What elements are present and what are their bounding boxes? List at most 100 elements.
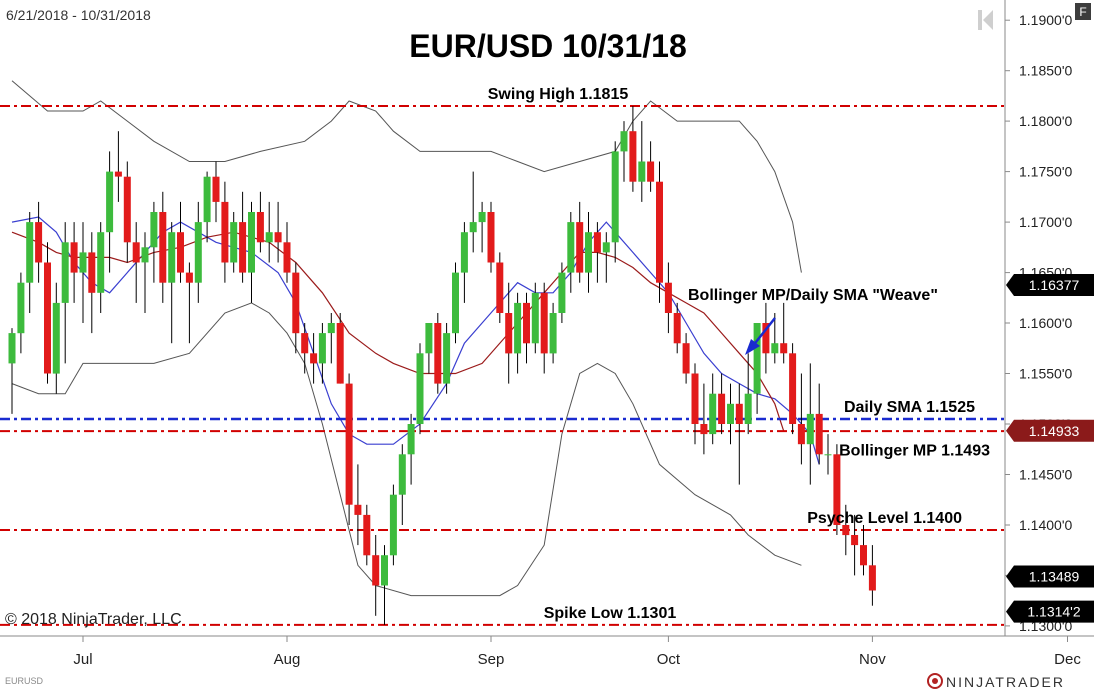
candle xyxy=(700,383,708,455)
candle xyxy=(318,323,326,384)
candle-body-down xyxy=(523,302,530,344)
candle-body-up xyxy=(638,161,646,182)
candle xyxy=(123,161,131,263)
copyright-label: © 2018 NinjaTrader, LLC xyxy=(5,611,182,628)
candle xyxy=(815,383,823,465)
candle-body-up xyxy=(452,272,459,334)
price-tags-layer: 1.16377 1.14933 1.13489 1.1314'2 xyxy=(1006,274,1094,623)
candle-body-down xyxy=(505,313,513,354)
candle xyxy=(389,484,397,566)
f-button[interactable]: F xyxy=(1075,3,1091,20)
candle-body-down xyxy=(860,545,867,566)
candle xyxy=(150,201,158,283)
candle xyxy=(531,282,539,354)
candle xyxy=(212,161,220,223)
price-tag-text: 1.1314'2 xyxy=(1027,604,1080,620)
candle-body-up xyxy=(106,171,114,233)
price-tag-text: 1.13489 xyxy=(1029,569,1080,585)
candle-body-down xyxy=(664,282,672,313)
price-tag-box xyxy=(1006,419,1094,442)
price-tick-label: 1.1750'0 xyxy=(1019,164,1072,180)
price-tick-label: 1.1600'0 xyxy=(1019,315,1072,331)
candle-body-up xyxy=(806,413,814,445)
candle xyxy=(88,232,96,334)
weave-arrow-icon xyxy=(745,317,776,355)
candle xyxy=(780,302,788,364)
candle xyxy=(8,328,16,414)
candle-body-up xyxy=(567,222,575,273)
candle xyxy=(52,282,60,394)
time-tick-label: Nov xyxy=(859,651,886,668)
candle-body-up xyxy=(79,252,87,273)
candle-body-up xyxy=(141,247,149,263)
candle xyxy=(727,383,734,445)
candle xyxy=(496,252,504,323)
candle-body-down xyxy=(868,565,876,591)
bollinger-mp-tag: 1.14933 xyxy=(1006,419,1094,442)
candle xyxy=(248,201,255,303)
candle-body-up xyxy=(602,242,610,253)
candle-body-up xyxy=(327,323,335,334)
candle-body-up xyxy=(230,222,238,263)
candle xyxy=(673,302,681,354)
price-tick-label: 1.1800'0 xyxy=(1019,113,1072,129)
candle-body-up xyxy=(469,222,477,233)
candle-body-down xyxy=(132,242,140,263)
candle-body-up xyxy=(611,151,619,243)
candle xyxy=(842,504,850,556)
candle xyxy=(576,201,584,283)
candle xyxy=(381,545,388,625)
candle-body-up xyxy=(744,393,752,424)
candle-body-down xyxy=(88,252,96,293)
candle-body-up xyxy=(203,176,211,223)
candle-body-down xyxy=(576,222,584,273)
candle xyxy=(567,212,575,293)
skip-back-icon[interactable] xyxy=(978,10,993,30)
candle xyxy=(256,191,264,253)
candle-body-up xyxy=(17,282,25,334)
candle-body-down xyxy=(540,292,548,354)
time-tick-label: Sep xyxy=(478,651,505,668)
candle-body-down xyxy=(345,383,353,505)
candle xyxy=(265,201,273,263)
candle xyxy=(771,313,779,364)
candle-body-down xyxy=(487,212,495,263)
candle-body-down xyxy=(35,222,43,263)
candle-body-down xyxy=(718,393,726,424)
candle-body-up xyxy=(416,353,424,424)
candle xyxy=(629,106,637,192)
candle xyxy=(168,222,176,344)
candle xyxy=(301,323,309,374)
time-axis[interactable]: Jul Aug Sep Oct Nov Dec xyxy=(73,636,1081,668)
candle-body-down xyxy=(833,454,841,525)
candle xyxy=(159,191,167,303)
candle-body-down xyxy=(274,232,282,243)
candle xyxy=(132,222,140,303)
candle xyxy=(274,201,282,263)
candle xyxy=(194,201,202,303)
candle-body-down xyxy=(780,343,788,354)
candle-body-down xyxy=(301,333,309,354)
candle xyxy=(682,333,690,384)
candle-body-up xyxy=(585,232,592,273)
candle xyxy=(336,313,344,384)
bollinger-mp-label: Bollinger MP 1.1493 xyxy=(839,442,990,459)
candle xyxy=(114,131,122,202)
price-tick-label: 1.1900'0 xyxy=(1019,12,1072,28)
candle xyxy=(753,323,761,414)
candle-body-down xyxy=(177,232,184,273)
candle-body-up xyxy=(407,424,415,455)
candle xyxy=(833,444,841,535)
candlestick-series xyxy=(8,106,876,625)
candle xyxy=(452,262,459,344)
bollinger-upper-band xyxy=(11,80,802,273)
price-axis[interactable]: 1.1300'01.1350'01.1400'01.1450'01.1500'0… xyxy=(1005,12,1072,634)
candle-body-down xyxy=(185,272,193,283)
price-tick-label: 1.1700'0 xyxy=(1019,214,1072,230)
candle xyxy=(70,222,78,303)
candle-body-down xyxy=(221,201,229,263)
candle-body-up xyxy=(265,232,273,243)
candle-body-up xyxy=(824,454,832,456)
candle xyxy=(647,141,655,192)
candle-body-up xyxy=(620,131,628,152)
